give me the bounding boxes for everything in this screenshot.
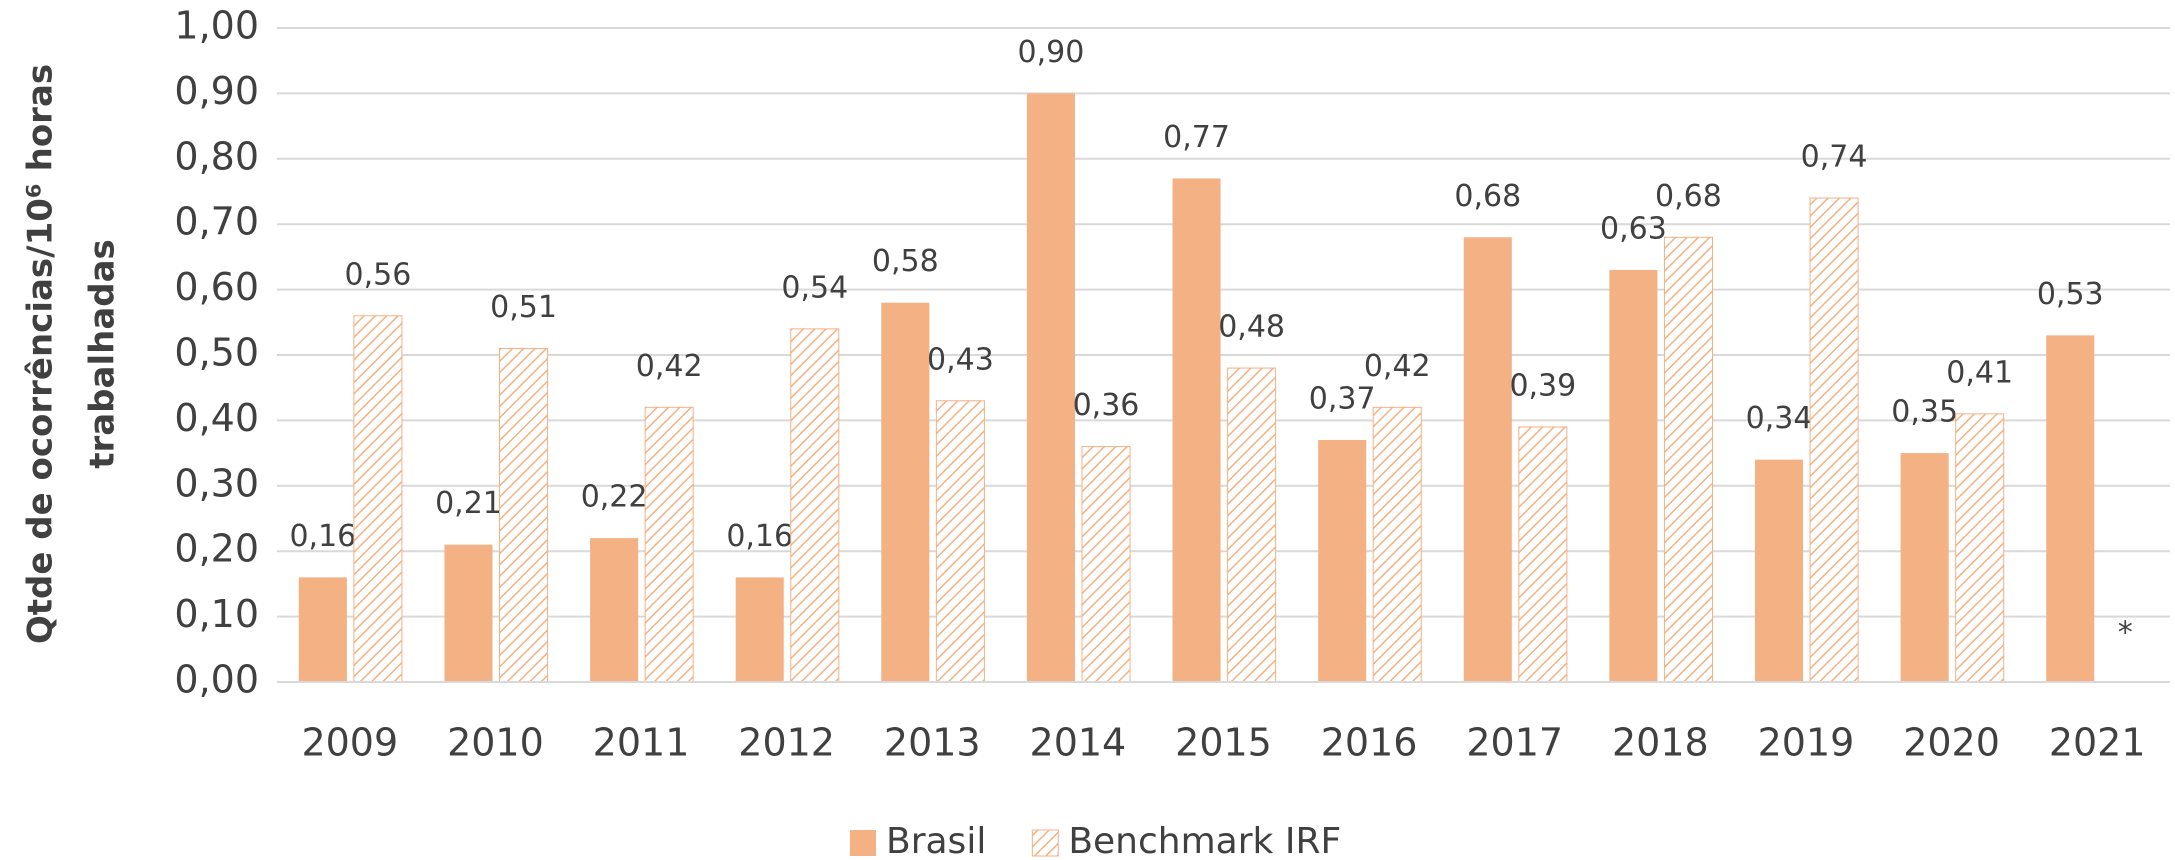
data-label: 0,21 — [435, 486, 502, 521]
data-label: 0,42 — [1364, 349, 1431, 384]
data-label: 0,41 — [1946, 355, 2013, 390]
data-label: 0,42 — [636, 349, 703, 384]
y-tick-label: 0,30 — [174, 461, 259, 505]
data-label: 0,58 — [872, 244, 939, 279]
bar — [1372, 406, 1422, 683]
x-tick-label: 2012 — [738, 721, 835, 765]
y-tick-label: 0,00 — [174, 658, 259, 702]
data-label: 0,63 — [1600, 211, 1667, 246]
bar — [1809, 197, 1859, 683]
y-tick-label: 0,80 — [174, 134, 259, 178]
x-tick-label: 2017 — [1466, 721, 1563, 765]
annotation: * — [2118, 616, 2133, 651]
bar — [790, 328, 840, 683]
bar — [935, 400, 985, 683]
data-label: 0,22 — [581, 480, 648, 515]
x-tick-label: 2011 — [593, 721, 690, 765]
data-label: 0,36 — [1073, 388, 1140, 423]
y-tick-label: 0,90 — [174, 69, 259, 113]
data-label: 0,90 — [1018, 35, 1085, 70]
bar — [1318, 440, 1367, 682]
bar — [1518, 426, 1568, 683]
bar — [1900, 453, 1949, 682]
data-label: 0,68 — [1655, 179, 1722, 214]
bar — [590, 538, 639, 682]
bar — [735, 577, 784, 682]
y-tick-label: 0,10 — [174, 592, 259, 636]
y-tick-label: 0,50 — [174, 331, 259, 375]
bar — [644, 406, 694, 683]
legend-label: Benchmark IRF — [1068, 821, 1341, 860]
bar — [2046, 335, 2095, 682]
data-label: 0,68 — [1454, 179, 1521, 214]
data-label: 0,77 — [1163, 120, 1230, 155]
bar — [881, 302, 930, 682]
x-tick-label: 2010 — [447, 721, 544, 765]
y-tick-label: 0,60 — [174, 265, 259, 309]
bar — [1081, 446, 1131, 683]
x-tick-label: 2013 — [884, 721, 981, 765]
x-tick-label: 2015 — [1175, 721, 1272, 765]
data-label: 0,39 — [1509, 368, 1576, 403]
data-label: 0,56 — [345, 257, 412, 292]
x-tick-label: 2019 — [1758, 721, 1855, 765]
y-tick-label: 1,00 — [174, 4, 259, 48]
data-label: 0,35 — [1891, 395, 1958, 430]
x-tick-label: 2021 — [2049, 721, 2146, 765]
y-axis-label: trabalhadas — [83, 239, 123, 469]
bar — [499, 347, 549, 683]
x-tick-label: 2016 — [1321, 721, 1418, 765]
legend-swatch — [1031, 829, 1059, 857]
y-axis-label: Qtde de ocorrências/10⁶ horas — [21, 64, 61, 644]
bar — [1663, 236, 1713, 683]
data-label: 0,16 — [726, 519, 793, 554]
y-tick-label: 0,20 — [174, 527, 259, 571]
bar — [444, 544, 493, 682]
legend-label: Brasil — [886, 821, 986, 860]
bar — [1026, 93, 1075, 682]
x-tick-label: 2020 — [1903, 721, 2000, 765]
y-tick-label: 0,70 — [174, 200, 259, 244]
bar — [1172, 178, 1221, 683]
data-label: 0,37 — [1309, 382, 1376, 417]
data-label: 0,48 — [1218, 310, 1285, 345]
data-label: 0,34 — [1746, 401, 1813, 436]
bar — [298, 577, 347, 682]
data-label: 0,74 — [1801, 140, 1868, 175]
bar — [1227, 367, 1277, 683]
bar — [1955, 413, 2005, 683]
x-tick-label: 2018 — [1612, 721, 1709, 765]
x-tick-label: 2009 — [301, 721, 398, 765]
y-tick-label: 0,40 — [174, 396, 259, 440]
data-label: 0,43 — [927, 342, 994, 377]
data-label: 0,54 — [781, 270, 848, 305]
data-label: 0,16 — [289, 519, 356, 554]
data-label: 0,53 — [2037, 277, 2104, 312]
data-label: 0,51 — [490, 290, 557, 325]
bar — [1609, 269, 1658, 682]
bar — [353, 315, 403, 683]
bar — [1463, 237, 1512, 682]
x-tick-label: 2014 — [1030, 721, 1127, 765]
bar — [1754, 459, 1804, 682]
legend-swatch — [850, 830, 876, 856]
